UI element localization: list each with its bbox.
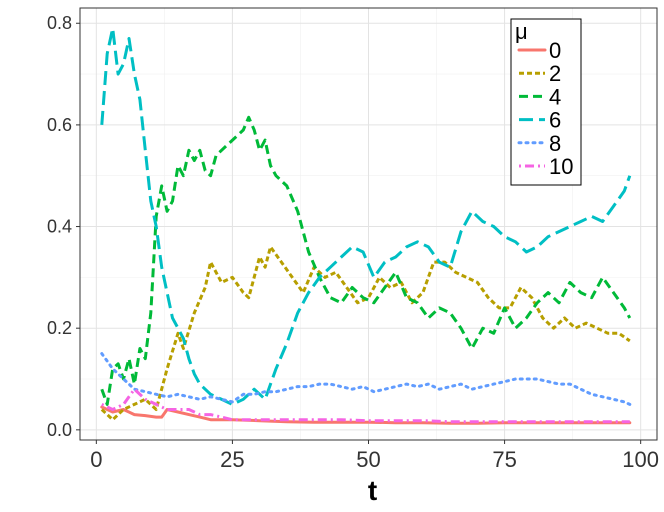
legend-label-mu-6: 6 bbox=[549, 108, 561, 133]
y-tick-label: 0.0 bbox=[47, 420, 72, 440]
legend-label-mu-0: 0 bbox=[549, 38, 561, 63]
x-tick-label: 50 bbox=[356, 447, 380, 472]
x-tick-label: 0 bbox=[90, 447, 102, 472]
legend-label-mu-2: 2 bbox=[549, 61, 561, 86]
legend-box bbox=[510, 18, 582, 186]
y-tick-label: 0.8 bbox=[47, 13, 72, 33]
series-line-mu-8 bbox=[100, 352, 632, 406]
series-line-mu-6 bbox=[100, 26, 632, 406]
series-lines bbox=[100, 26, 632, 425]
x-axis-title: t bbox=[368, 475, 377, 506]
series-line-mu-4 bbox=[100, 115, 632, 406]
grid-lines bbox=[80, 8, 657, 440]
legend-label-mu-8: 8 bbox=[549, 131, 561, 156]
series-line-mu-2 bbox=[100, 245, 631, 422]
legend-label-mu-10: 10 bbox=[549, 154, 573, 179]
y-tick-label: 0.4 bbox=[47, 217, 72, 237]
y-tick-label: 0.2 bbox=[47, 318, 72, 338]
x-tick-label: 100 bbox=[622, 447, 659, 472]
x-tick-label: 25 bbox=[220, 447, 244, 472]
series-line-mu-10 bbox=[101, 387, 630, 424]
x-tick-label: 75 bbox=[492, 447, 516, 472]
legend-label-mu-4: 4 bbox=[549, 84, 561, 109]
y-tick-label: 0.6 bbox=[47, 115, 72, 135]
legend-title: μ bbox=[515, 19, 528, 44]
series-line-mu-0 bbox=[100, 405, 632, 425]
